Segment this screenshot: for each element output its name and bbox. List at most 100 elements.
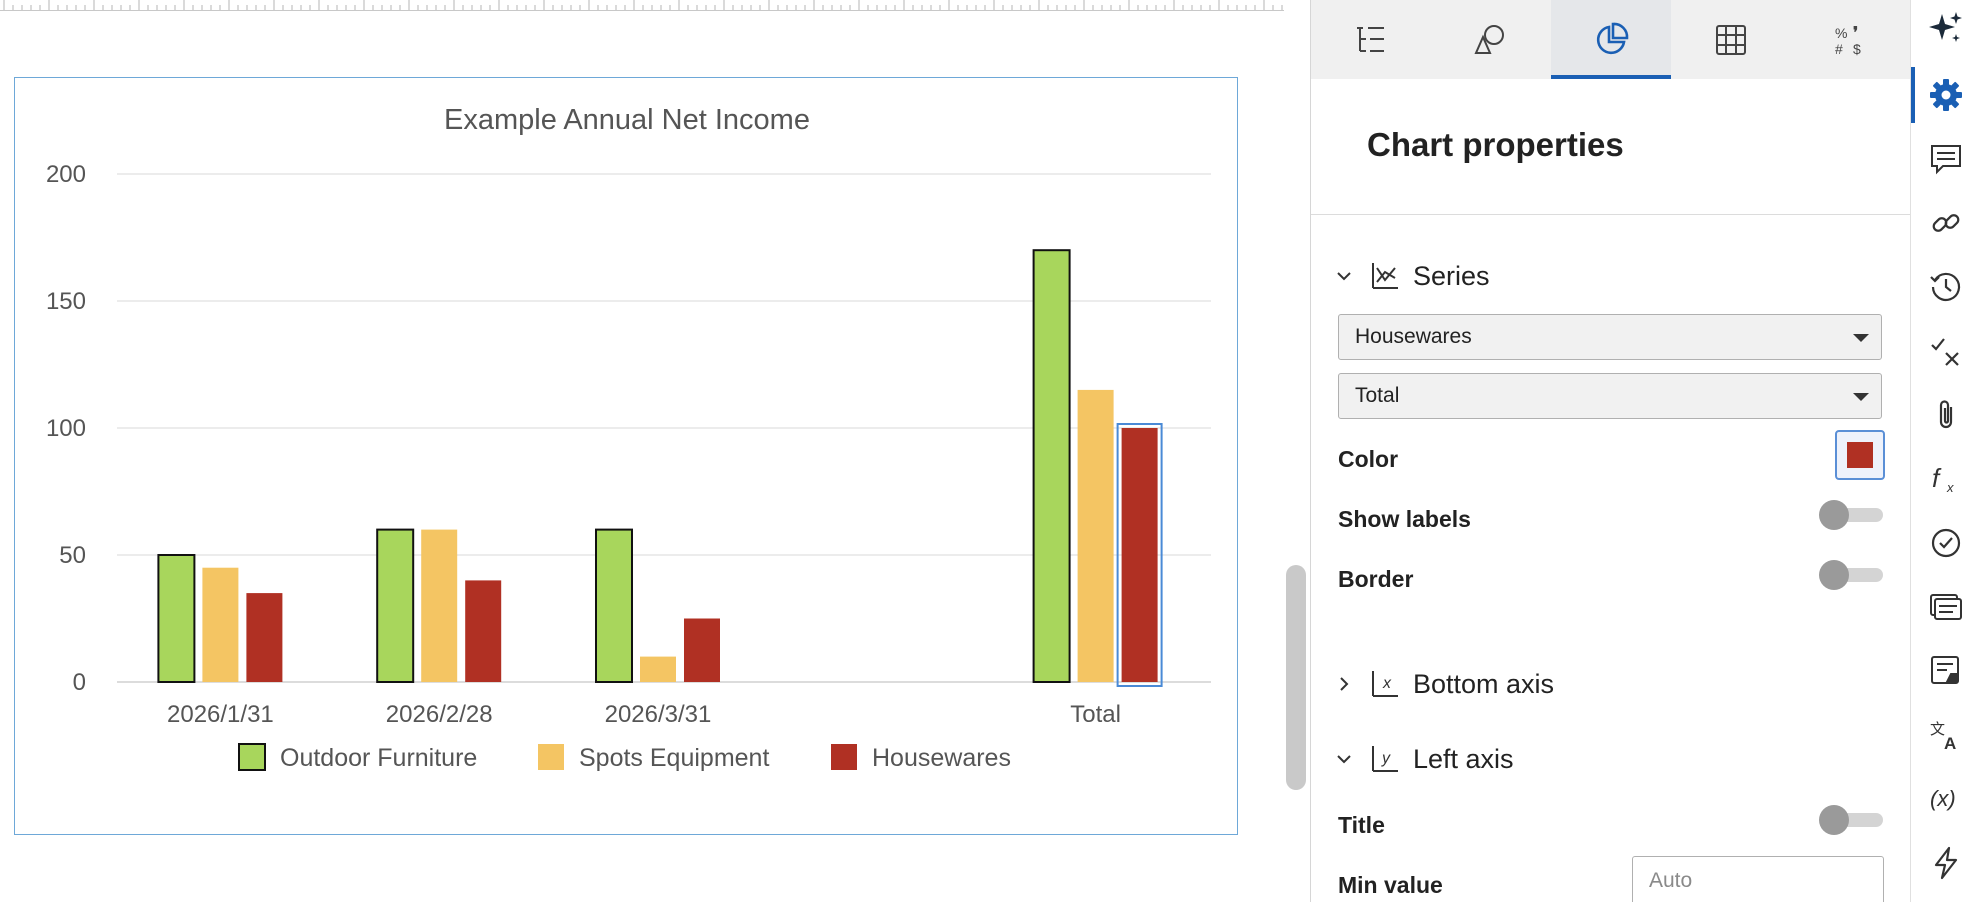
x-tick-label: 2026/2/28	[386, 701, 493, 728]
axis-title-label: Title	[1338, 812, 1385, 838]
ai-assistant-button[interactable]	[1911, 0, 1980, 56]
left-axis-section-header[interactable]: y Left axis	[1335, 743, 1514, 775]
legend-swatch	[538, 744, 564, 770]
show-labels-label: Show labels	[1338, 506, 1471, 532]
min-value-input[interactable]	[1632, 856, 1884, 902]
x-tick-label: Total	[1070, 701, 1121, 728]
toggle-knob	[1819, 560, 1849, 590]
y-axis-ticks: 0 50 100 150 200	[46, 161, 86, 696]
legend-label: Housewares	[872, 744, 1011, 772]
pie-chart-icon	[1596, 22, 1629, 54]
notes-button[interactable]	[1911, 579, 1980, 635]
color-picker-button[interactable]	[1835, 430, 1885, 480]
note-edit-button[interactable]	[1911, 643, 1980, 699]
settings-button[interactable]	[1911, 67, 1980, 123]
x-axis-icon-letter: x	[1382, 675, 1392, 692]
track-changes-button[interactable]	[1911, 323, 1980, 379]
attachment-icon	[1939, 400, 1953, 429]
gear-icon	[1930, 79, 1962, 111]
y-tick-label: 100	[46, 415, 86, 442]
panel-tab-bar: % ❜ # $	[1311, 0, 1910, 79]
attachments-button[interactable]	[1911, 387, 1980, 443]
check-circle-icon	[1931, 528, 1961, 558]
color-label: Color	[1338, 446, 1399, 472]
color-swatch	[1847, 442, 1873, 468]
svg-text:文: 文	[1930, 721, 1945, 738]
show-labels-toggle[interactable]	[1819, 500, 1883, 530]
legend-label: Spots Equipment	[579, 744, 769, 772]
note-edit-icon	[1931, 656, 1959, 684]
bottom-axis-label: Bottom axis	[1413, 668, 1555, 699]
series-section-header[interactable]: Series	[1335, 260, 1490, 292]
history-button[interactable]	[1911, 259, 1980, 315]
border-label: Border	[1338, 566, 1414, 592]
chart-object[interactable]: Example Annual Net Income 0 50 100 150 200 2…	[14, 77, 1238, 835]
y-axis-icon-letter: y	[1381, 750, 1391, 767]
list-tree-icon	[1357, 26, 1384, 52]
links-button[interactable]	[1911, 195, 1980, 251]
review-button[interactable]	[1911, 515, 1980, 571]
border-toggle[interactable]	[1819, 560, 1883, 590]
data-point-select-value: Total	[1355, 384, 1400, 407]
shapes-icon	[1474, 24, 1504, 54]
setup-tab[interactable]	[1311, 0, 1431, 79]
bar	[1032, 249, 1071, 683]
svg-text:#: #	[1835, 41, 1843, 57]
chart-gridlines	[117, 173, 1211, 683]
panel-title: Chart properties	[1367, 126, 1624, 163]
vertical-scrollbar-thumb[interactable]	[1286, 565, 1306, 790]
function-icon: f x	[1932, 463, 1954, 495]
lightning-icon	[1934, 846, 1958, 880]
selected-bar-outline	[1116, 423, 1163, 687]
table-tab[interactable]	[1671, 0, 1791, 79]
number-format-tab[interactable]: % ❜ # $	[1791, 0, 1910, 79]
comments-button[interactable]	[1911, 131, 1980, 187]
y-axis-icon: y	[1372, 746, 1398, 772]
title-divider	[1311, 214, 1910, 215]
bottom-axis-section-header[interactable]: x Bottom axis	[1335, 668, 1554, 700]
bar	[465, 580, 502, 682]
x-tick-label: 2026/3/31	[605, 701, 712, 728]
axis-title-toggle[interactable]	[1819, 805, 1883, 835]
toggle-knob	[1819, 805, 1849, 835]
bar	[640, 656, 676, 682]
data-point-select[interactable]: Total	[1338, 373, 1882, 419]
caret-down-icon	[1853, 334, 1869, 342]
svg-text:A: A	[1944, 734, 1956, 752]
series-select[interactable]: Housewares	[1338, 314, 1882, 360]
shapes-tab[interactable]	[1431, 0, 1551, 79]
link-icon	[1932, 214, 1960, 232]
x-tick-label: 2026/1/31	[167, 701, 274, 728]
chart-svg: Example Annual Net Income 0 50 100 150 200 2…	[46, 104, 1211, 772]
notes-icon	[1930, 594, 1962, 620]
bar	[246, 593, 283, 682]
chevron-down-icon	[1337, 272, 1351, 281]
y-tick-label: 0	[73, 669, 86, 696]
series-section-label: Series	[1413, 260, 1490, 291]
bar	[202, 567, 239, 682]
series-select-value: Housewares	[1355, 325, 1472, 348]
bar	[1077, 389, 1114, 682]
bar	[376, 528, 415, 683]
history-icon	[1930, 272, 1961, 302]
svg-text:%: %	[1835, 25, 1847, 41]
bar	[421, 529, 458, 682]
chart-tab[interactable]	[1551, 0, 1671, 79]
bar	[595, 528, 633, 683]
svg-text:f: f	[1932, 463, 1942, 493]
grid-table-icon	[1716, 24, 1746, 55]
chart-bars	[157, 249, 1163, 687]
horizontal-ruler	[0, 0, 1310, 11]
bar	[684, 618, 720, 682]
variable-icon: (x)	[1930, 786, 1956, 811]
bar	[157, 554, 196, 683]
legend-label: Outdoor Furniture	[280, 744, 477, 772]
automation-button[interactable]	[1911, 835, 1980, 891]
svg-text:❜: ❜	[1853, 25, 1858, 42]
x-axis-ticks: 2026/1/31 2026/2/28 2026/3/31 Total	[167, 701, 1121, 728]
variables-button[interactable]: (x)	[1911, 771, 1980, 827]
functions-button[interactable]: f x	[1911, 451, 1980, 507]
comment-icon	[1931, 145, 1961, 175]
legend-swatch	[238, 743, 266, 771]
